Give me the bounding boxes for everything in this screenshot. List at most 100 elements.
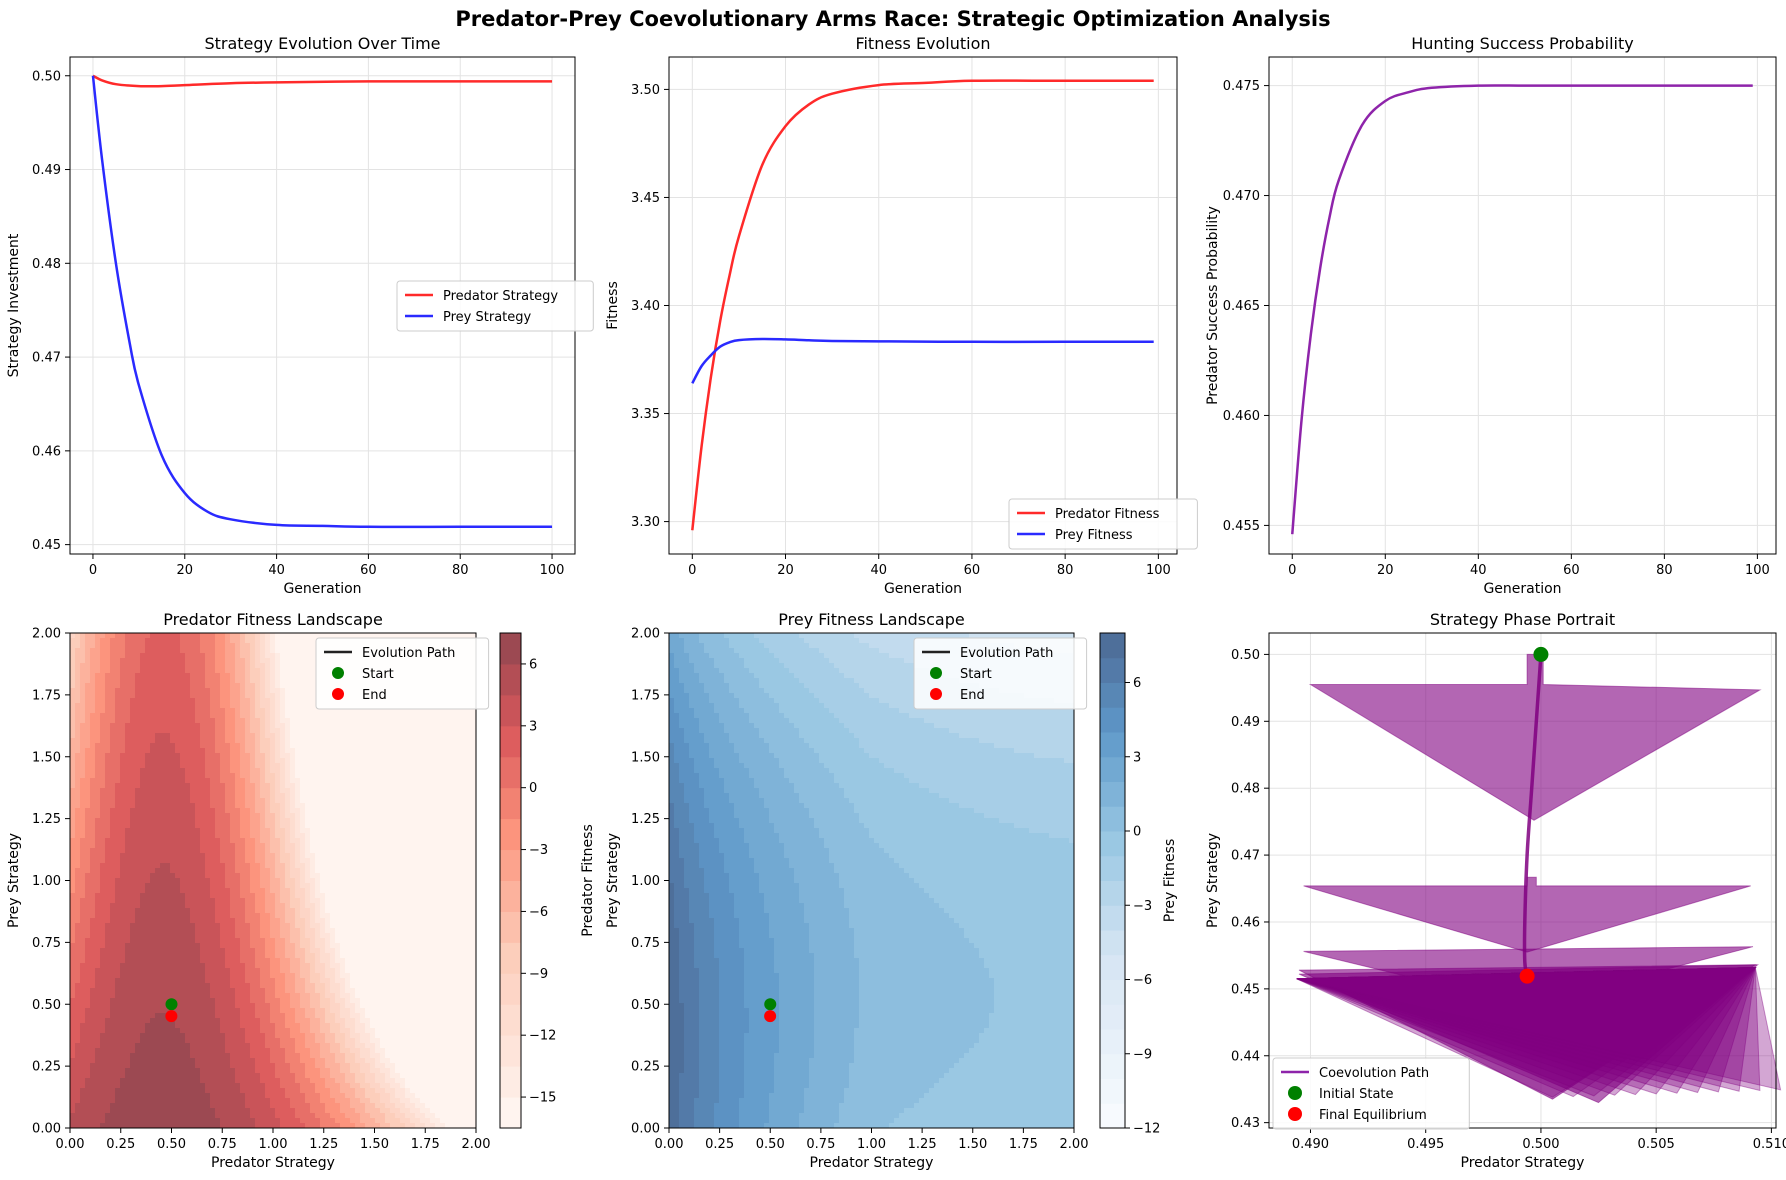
contour-cell: [195, 963, 201, 969]
contour-cell: [80, 708, 86, 714]
contour-cell: [135, 1113, 141, 1119]
contour-cell: [165, 1098, 171, 1104]
contour-cell: [220, 798, 226, 804]
contour-cell: [250, 668, 256, 674]
contour-cell: [145, 653, 151, 659]
contour-cell: [215, 688, 221, 694]
contour-cell: [180, 698, 186, 704]
contour-cell: [130, 798, 136, 804]
contour-cell: [215, 1088, 221, 1094]
contour-cell: [210, 728, 216, 734]
contour-cell: [300, 783, 306, 789]
contour-cell: [295, 733, 301, 739]
contour-cell: [130, 973, 136, 979]
contour-cell: [195, 653, 201, 659]
contour-cell: [180, 1083, 186, 1089]
contour-cell: [205, 693, 211, 699]
contour-cell: [155, 708, 161, 714]
contour-cell: [250, 808, 256, 814]
contour-cell: [125, 678, 131, 684]
contour-cell: [195, 1043, 201, 1049]
contour-cell: [265, 1023, 271, 1029]
contour-cell: [260, 703, 266, 709]
contour-cell: [185, 993, 191, 999]
contour-cell: [95, 1013, 101, 1019]
contour-cell: [240, 968, 246, 974]
contour-cell: [100, 938, 106, 944]
contour-cell: [225, 963, 231, 969]
contour-cell: [285, 678, 291, 684]
contour-cell: [115, 878, 121, 884]
contour-cell: [155, 733, 161, 739]
contour-cell: [245, 713, 251, 719]
contour-cell: [305, 698, 311, 704]
contour-cell: [80, 1103, 86, 1109]
contour-cell: [170, 803, 176, 809]
contour-cell: [95, 843, 101, 849]
contour-cell: [150, 853, 156, 859]
contour-cell: [265, 743, 271, 749]
contour-cell: [70, 648, 76, 654]
contour-cell: [190, 718, 196, 724]
contour-cell: [130, 983, 136, 989]
contour-cell: [70, 858, 76, 864]
contour-cell: [215, 1068, 221, 1074]
contour-cell: [290, 803, 296, 809]
contour-cell: [280, 933, 286, 939]
contour-cell: [260, 1063, 266, 1069]
contour-cell: [90, 913, 96, 919]
contour-cell: [145, 1078, 151, 1084]
contour-cell: [305, 1103, 311, 1109]
contour-cell: [175, 1038, 181, 1044]
contour-cell: [285, 888, 291, 894]
contour-cell: [105, 1083, 111, 1089]
contour-cell: [200, 1068, 206, 1074]
contour-cell: [150, 798, 156, 804]
contour-cell: [125, 808, 131, 814]
contour-cell: [265, 848, 271, 854]
contour-cell: [195, 693, 201, 699]
y-tick-label: 0.475: [1223, 79, 1260, 94]
contour-cell: [130, 898, 136, 904]
contour-cell: [130, 653, 136, 659]
contour-cell: [125, 1058, 131, 1064]
contour-cell: [85, 983, 91, 989]
contour-cell: [165, 753, 171, 759]
contour-cell: [115, 783, 121, 789]
contour-cell: [295, 668, 301, 674]
contour-cell: [175, 708, 181, 714]
contour-cell: [110, 1093, 116, 1099]
contour-cell: [305, 768, 311, 774]
contour-cell: [240, 698, 246, 704]
contour-cell: [185, 923, 191, 929]
contour-cell: [170, 893, 176, 899]
contour-cell: [220, 738, 226, 744]
contour-cell: [270, 988, 276, 994]
contour-cell: [155, 833, 161, 839]
contour-cell: [245, 683, 251, 689]
contour-cell: [255, 1033, 261, 1039]
contour-cell: [75, 698, 81, 704]
contour-cell: [155, 793, 161, 799]
contour-cell: [285, 858, 291, 864]
contour-cell: [170, 943, 176, 949]
contour-cell: [215, 868, 221, 874]
series-line: [92, 74, 553, 88]
contour-cell: [125, 918, 131, 924]
contour-cell: [70, 788, 76, 794]
contour-cell: [100, 1103, 106, 1109]
contour-cell: [80, 1003, 86, 1009]
contour-cell: [260, 1028, 266, 1034]
contour-cell: [230, 803, 236, 809]
contour-cell: [200, 633, 206, 639]
contour-cell: [270, 1063, 276, 1069]
contour-cell: [245, 1038, 251, 1044]
contour-cell: [285, 1068, 291, 1074]
contour-cell: [265, 1063, 271, 1069]
contour-cell: [110, 993, 116, 999]
contour-cell: [175, 1048, 181, 1054]
contour-cell: [175, 1068, 181, 1074]
contour-cell: [220, 1108, 226, 1114]
contour-cell: [220, 953, 226, 959]
contour-cell: [95, 948, 101, 954]
